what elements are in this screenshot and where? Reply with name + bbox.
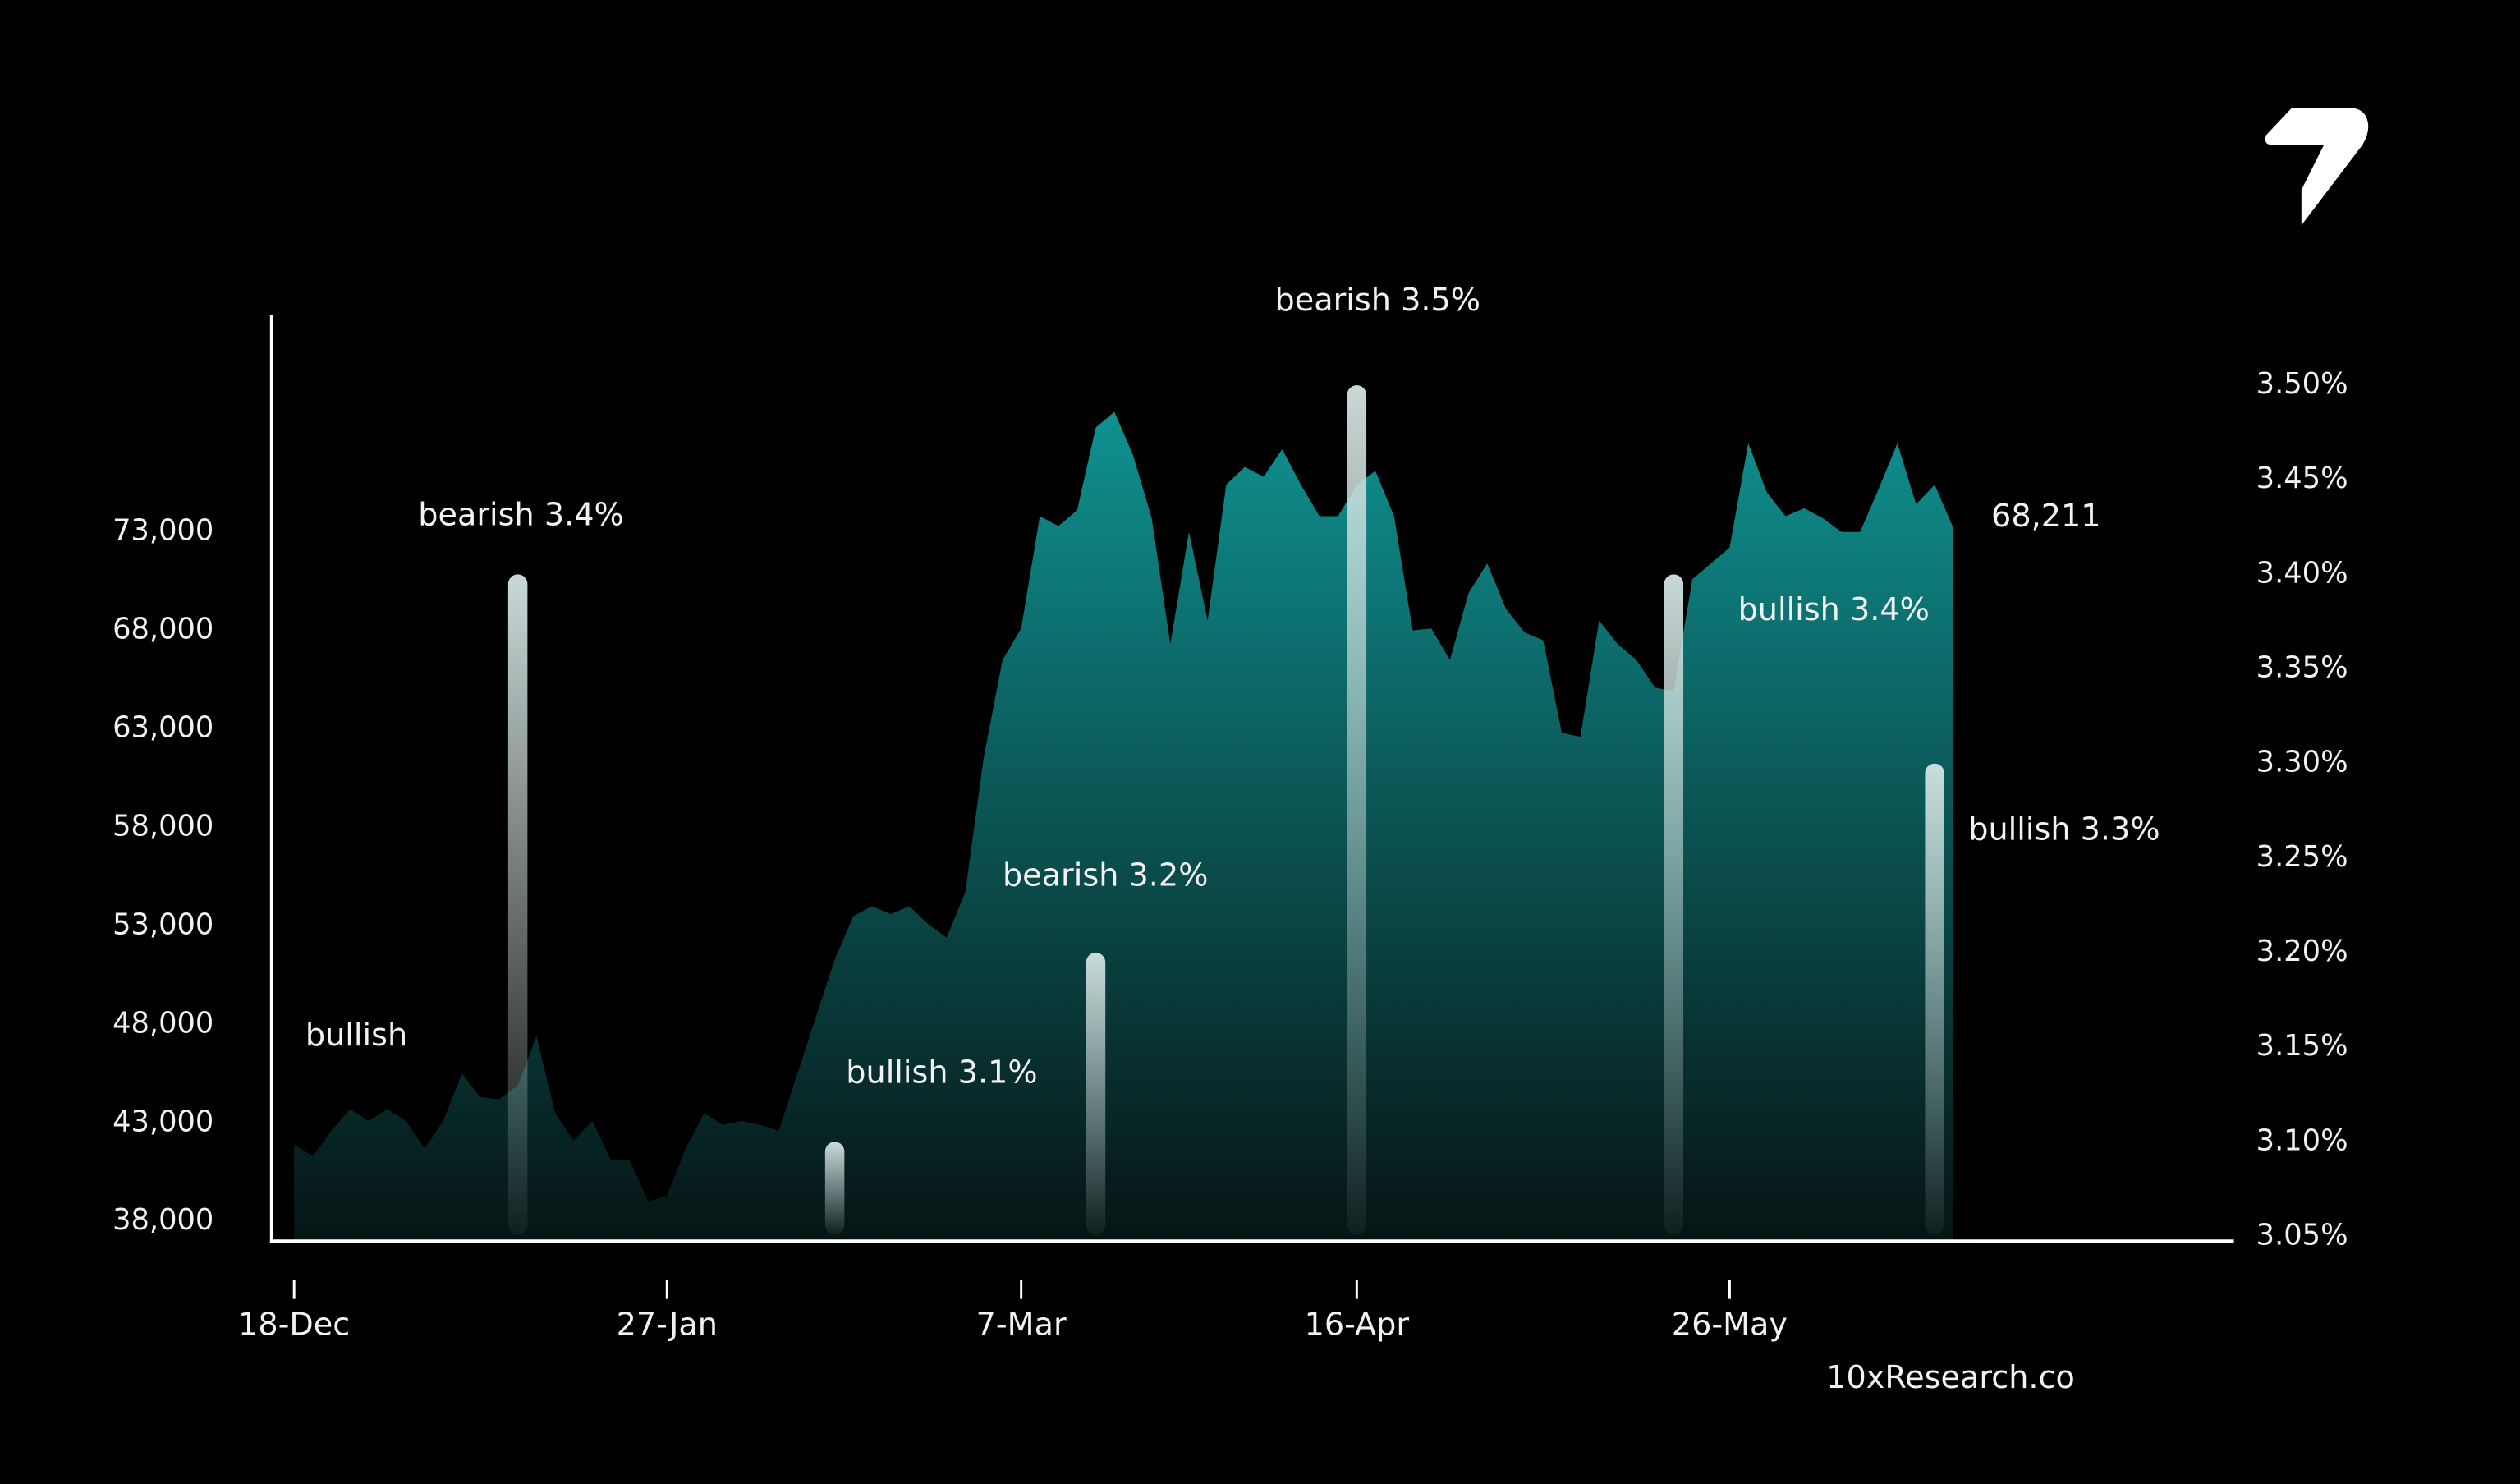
signal-label: bearish 3.4% (418, 496, 624, 532)
y2-tick-label: 3.10% (2256, 1123, 2348, 1157)
signal-bar (1925, 763, 1944, 1235)
source: 10xResearch.co (1826, 1359, 2075, 1395)
x-tick-label: 27-Jan (617, 1306, 718, 1342)
y-tick-label: 58,000 (112, 810, 213, 843)
y2-tick-label: 3.20% (2256, 935, 2348, 968)
y2-tick-label: 3.15% (2256, 1029, 2348, 1063)
signal-bar (1086, 953, 1106, 1235)
y2-tick-label: 3.40% (2256, 556, 2348, 590)
x-tick-label: 7-Mar (976, 1306, 1067, 1342)
y-tick-label: 53,000 (112, 907, 213, 941)
signal-label: bullish 3.3% (1968, 811, 2160, 847)
y2-tick-label: 3.45% (2256, 462, 2348, 495)
y2-tick-label: 3.50% (2256, 367, 2348, 401)
price-area (294, 411, 1953, 1242)
signal-label: bearish 3.5% (1275, 282, 1481, 318)
signal-label: bearish 3.2% (1003, 857, 1209, 894)
x-tick-label: 16-Apr (1305, 1306, 1410, 1342)
signal-label: bullish 3.4% (1738, 591, 1930, 627)
last-value-label: 68,211 (1991, 498, 2101, 534)
plot-area (294, 385, 1953, 1242)
signal-label: bullish 3.1% (846, 1054, 1037, 1091)
signal-bar (824, 1142, 845, 1235)
logo (2265, 108, 2369, 226)
y-tick-label: 43,000 (112, 1105, 213, 1138)
signal-bar (1664, 574, 1684, 1235)
y2-tick-label: 3.35% (2256, 651, 2348, 685)
y-tick-label: 48,000 (112, 1006, 213, 1040)
y2-tick-label: 3.25% (2256, 840, 2348, 874)
x-tick-label: 18-Dec (238, 1306, 350, 1342)
annotation: bullish (305, 1017, 407, 1053)
signal-bar (507, 574, 528, 1235)
x-tick-label: 26-May (1672, 1306, 1788, 1342)
y-tick-label: 63,000 (112, 711, 213, 745)
y-tick-label: 73,000 (112, 514, 213, 548)
signal-bar (1347, 385, 1367, 1235)
y-tick-label: 38,000 (112, 1203, 213, 1237)
y-tick-label: 68,000 (112, 613, 213, 646)
y2-tick-label: 3.30% (2256, 746, 2348, 779)
y2-tick-label: 3.05% (2256, 1218, 2348, 1252)
